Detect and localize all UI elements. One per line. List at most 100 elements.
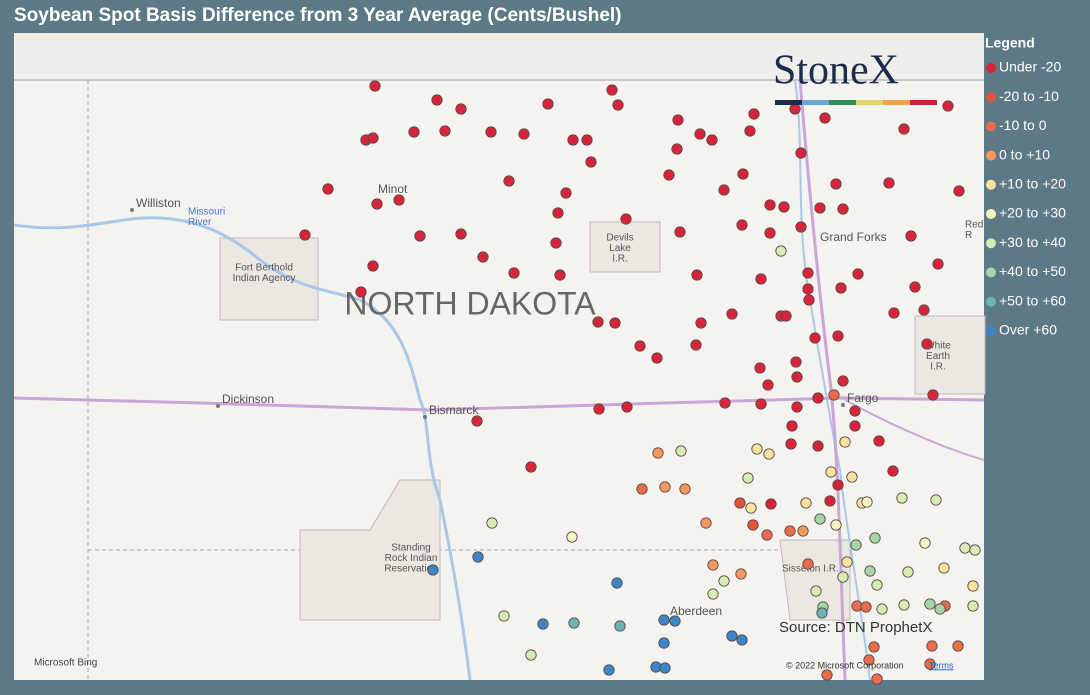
station-dot[interactable] <box>719 397 731 409</box>
station-dot[interactable] <box>636 483 648 495</box>
station-dot[interactable] <box>734 497 746 509</box>
station-dot[interactable] <box>518 128 530 140</box>
station-dot[interactable] <box>477 251 489 263</box>
station-dot[interactable] <box>439 125 451 137</box>
station-dot[interactable] <box>408 126 420 138</box>
station-dot[interactable] <box>658 637 670 649</box>
station-dot[interactable] <box>824 495 836 507</box>
station-dot[interactable] <box>371 198 383 210</box>
station-dot[interactable] <box>761 529 773 541</box>
station-dot[interactable] <box>754 362 766 374</box>
station-dot[interactable] <box>967 580 979 592</box>
station-dot[interactable] <box>835 282 847 294</box>
station-dot[interactable] <box>927 389 939 401</box>
terms-link[interactable]: Terms <box>929 660 954 670</box>
station-dot[interactable] <box>742 472 754 484</box>
station-dot[interactable] <box>797 525 809 537</box>
station-dot[interactable] <box>919 537 931 549</box>
station-dot[interactable] <box>795 147 807 159</box>
station-dot[interactable] <box>485 126 497 138</box>
station-dot[interactable] <box>814 202 826 214</box>
station-dot[interactable] <box>718 184 730 196</box>
station-dot[interactable] <box>775 245 787 257</box>
station-dot[interactable] <box>837 571 849 583</box>
station-dot[interactable] <box>567 134 579 146</box>
station-dot[interactable] <box>909 281 921 293</box>
station-dot[interactable] <box>876 603 888 615</box>
station-dot[interactable] <box>812 440 824 452</box>
station-dot[interactable] <box>525 649 537 661</box>
station-dot[interactable] <box>299 229 311 241</box>
station-dot[interactable] <box>795 221 807 233</box>
station-dot[interactable] <box>674 226 686 238</box>
station-dot[interactable] <box>934 603 946 615</box>
station-dot[interactable] <box>585 156 597 168</box>
station-dot[interactable] <box>952 640 964 652</box>
station-dot[interactable] <box>868 641 880 653</box>
station-dot[interactable] <box>763 448 775 460</box>
station-dot[interactable] <box>839 436 851 448</box>
station-dot[interactable] <box>967 600 979 612</box>
station-dot[interactable] <box>609 317 621 329</box>
station-dot[interactable] <box>735 568 747 580</box>
station-dot[interactable] <box>455 103 467 115</box>
station-dot[interactable] <box>830 178 842 190</box>
station-dot[interactable] <box>707 588 719 600</box>
station-dot[interactable] <box>393 194 405 206</box>
station-dot[interactable] <box>800 497 812 509</box>
station-dot[interactable] <box>860 601 872 613</box>
station-dot[interactable] <box>869 532 881 544</box>
station-dot[interactable] <box>764 199 776 211</box>
station-dot[interactable] <box>525 461 537 473</box>
station-dot[interactable] <box>472 551 484 563</box>
station-dot[interactable] <box>888 307 900 319</box>
station-dot[interactable] <box>864 565 876 577</box>
station-dot[interactable] <box>671 143 683 155</box>
station-dot[interactable] <box>896 492 908 504</box>
station-dot[interactable] <box>322 183 334 195</box>
station-dot[interactable] <box>898 123 910 135</box>
station-dot[interactable] <box>508 267 520 279</box>
station-dot[interactable] <box>755 398 767 410</box>
station-dot[interactable] <box>902 566 914 578</box>
station-dot[interactable] <box>603 664 615 676</box>
station-dot[interactable] <box>745 502 757 514</box>
station-dot[interactable] <box>814 513 826 525</box>
station-dot[interactable] <box>883 177 895 189</box>
station-dot[interactable] <box>537 618 549 630</box>
station-dot[interactable] <box>498 610 510 622</box>
station-dot[interactable] <box>707 559 719 571</box>
station-dot[interactable] <box>486 517 498 529</box>
station-dot[interactable] <box>791 371 803 383</box>
station-dot[interactable] <box>821 669 833 681</box>
station-dot[interactable] <box>837 375 849 387</box>
station-dot[interactable] <box>786 420 798 432</box>
station-dot[interactable] <box>427 564 439 576</box>
station-dot[interactable] <box>926 640 938 652</box>
station-dot[interactable] <box>651 352 663 364</box>
station-dot[interactable] <box>663 169 675 181</box>
station-dot[interactable] <box>953 185 965 197</box>
station-dot[interactable] <box>669 615 681 627</box>
station-dot[interactable] <box>691 269 703 281</box>
station-dot[interactable] <box>620 213 632 225</box>
station-dot[interactable] <box>812 392 824 404</box>
station-dot[interactable] <box>791 401 803 413</box>
station-dot[interactable] <box>700 517 712 529</box>
station-dot[interactable] <box>846 471 858 483</box>
station-dot[interactable] <box>455 228 467 240</box>
station-dot[interactable] <box>367 260 379 272</box>
station-dot[interactable] <box>802 558 814 570</box>
station-dot[interactable] <box>785 438 797 450</box>
station-dot[interactable] <box>863 654 875 666</box>
station-dot[interactable] <box>695 317 707 329</box>
station-dot[interactable] <box>552 207 564 219</box>
station-dot[interactable] <box>652 447 664 459</box>
station-dot[interactable] <box>690 339 702 351</box>
station-dot[interactable] <box>905 230 917 242</box>
station-dot[interactable] <box>736 219 748 231</box>
station-dot[interactable] <box>810 585 822 597</box>
station-dot[interactable] <box>830 519 842 531</box>
station-dot[interactable] <box>762 379 774 391</box>
station-dot[interactable] <box>873 435 885 447</box>
